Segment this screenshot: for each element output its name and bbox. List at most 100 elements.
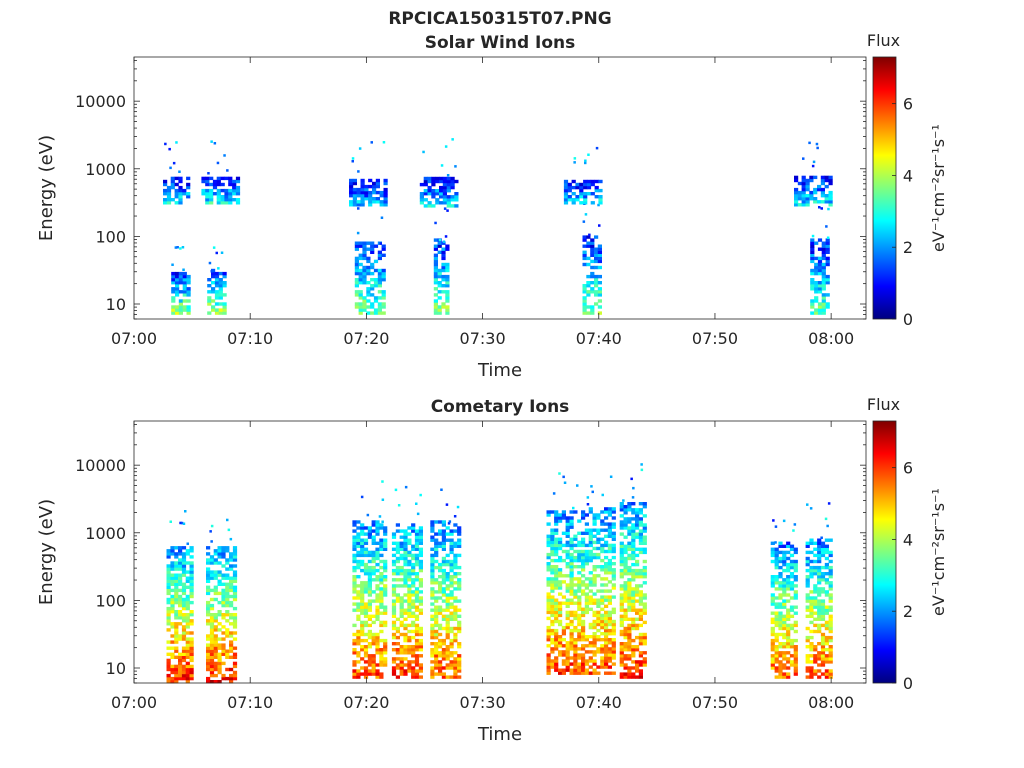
spectrogram-cell bbox=[793, 669, 798, 673]
spectrogram-cell bbox=[581, 635, 586, 639]
spectrogram-cell bbox=[375, 617, 380, 621]
spectrogram-cell bbox=[821, 299, 826, 303]
spectrogram-cell bbox=[358, 302, 363, 306]
spectrogram-cell bbox=[174, 637, 179, 641]
spectrogram-cell bbox=[820, 565, 826, 570]
spectrogram-cell bbox=[189, 673, 194, 678]
spectrogram-cell bbox=[217, 582, 222, 586]
spectrogram-cell bbox=[418, 526, 423, 530]
spectrogram-cell bbox=[782, 581, 787, 585]
spectrogram-cell bbox=[588, 507, 593, 511]
spectrogram-cell bbox=[221, 637, 226, 641]
spectrogram-cell bbox=[638, 632, 643, 637]
spectrogram-cell bbox=[774, 648, 779, 652]
spectrogram-cell bbox=[181, 670, 187, 675]
spectrogram-cell bbox=[175, 308, 180, 312]
spectrogram-cell bbox=[434, 672, 439, 676]
spectrogram-cell bbox=[598, 224, 601, 227]
spectrogram-cell bbox=[375, 638, 380, 643]
spectrogram-cell bbox=[225, 573, 230, 577]
spectrogram-cell bbox=[441, 262, 446, 267]
spectrogram-cell bbox=[453, 523, 458, 527]
spectrogram-cell bbox=[820, 611, 826, 615]
spectrogram-cell bbox=[363, 669, 369, 673]
spectrogram-cell bbox=[774, 547, 779, 551]
spectrogram-cell bbox=[453, 617, 458, 621]
spectrogram-cell bbox=[370, 302, 375, 306]
spectrogram-cell bbox=[217, 664, 222, 669]
spectrogram-cell bbox=[801, 187, 806, 192]
spectrogram-cell bbox=[449, 562, 454, 567]
spectrogram-cell bbox=[395, 568, 400, 573]
spectrogram-cell bbox=[828, 623, 833, 628]
spectrogram-cell bbox=[391, 623, 397, 628]
spectrogram-cell bbox=[611, 525, 616, 529]
spectrogram-cell bbox=[362, 308, 367, 312]
spectrogram-cell bbox=[438, 672, 443, 676]
spectrogram-cell bbox=[449, 654, 454, 658]
spectrogram-cell bbox=[356, 654, 361, 658]
spectrogram-cell bbox=[186, 182, 191, 187]
spectrogram-cell bbox=[360, 590, 365, 594]
spectrogram-cell bbox=[370, 287, 375, 291]
spectrogram-cell bbox=[181, 546, 187, 550]
spectrogram-cell bbox=[182, 522, 186, 525]
spectrogram-cell bbox=[450, 185, 455, 190]
spectrogram-cell bbox=[581, 644, 586, 648]
spectrogram-cell bbox=[437, 296, 442, 300]
spectrogram-cell bbox=[178, 594, 183, 599]
spectrogram-cell bbox=[820, 642, 826, 646]
spectrogram-cell bbox=[611, 537, 616, 541]
spectrogram-cell bbox=[600, 659, 605, 663]
spectrogram-cell bbox=[189, 622, 194, 626]
spectrogram-cell bbox=[627, 544, 632, 548]
spectrogram-cell bbox=[362, 305, 367, 309]
spectrogram-cell bbox=[435, 201, 440, 205]
spectrogram-cell bbox=[596, 540, 601, 545]
spectrogram-cell bbox=[229, 567, 234, 571]
spectrogram-cell bbox=[813, 572, 818, 576]
spectrogram-cell bbox=[810, 244, 815, 248]
spectrogram-cell bbox=[377, 296, 382, 300]
spectrogram-cell bbox=[166, 552, 171, 556]
spectrogram-cell bbox=[638, 584, 643, 588]
spectrogram-cell bbox=[418, 538, 423, 542]
spectrogram-cell bbox=[581, 592, 586, 596]
spectrogram-cell bbox=[805, 584, 810, 588]
spectrogram-cell bbox=[352, 520, 357, 524]
spectrogram-cell bbox=[817, 281, 823, 285]
spectrogram-cell bbox=[232, 570, 238, 574]
spectrogram-cell bbox=[573, 549, 578, 554]
spectrogram-cell bbox=[221, 613, 226, 617]
spectrogram-cell bbox=[813, 654, 818, 658]
spectrogram-cell bbox=[797, 203, 802, 207]
spectrogram-cell bbox=[582, 305, 587, 309]
spectrogram-cell bbox=[774, 562, 779, 567]
spectrogram-cell bbox=[817, 565, 822, 570]
spectrogram-cell bbox=[371, 672, 376, 676]
spectrogram-cell bbox=[588, 607, 593, 611]
spectrogram-cell bbox=[642, 605, 647, 609]
spectrogram-cell bbox=[642, 596, 647, 600]
spectrogram-cell bbox=[370, 278, 375, 282]
spectrogram-cell bbox=[178, 188, 183, 193]
spectrogram-cell bbox=[209, 558, 215, 562]
spectrogram-cell bbox=[407, 590, 412, 594]
spectrogram-cell bbox=[445, 584, 450, 588]
spectrogram-cell bbox=[352, 538, 357, 542]
spectrogram-cell bbox=[561, 659, 566, 663]
spectrogram-cell bbox=[457, 663, 462, 667]
spectrogram-cell bbox=[627, 508, 632, 512]
spectrogram-cell bbox=[221, 643, 226, 647]
spectrogram-cell bbox=[379, 638, 384, 643]
spectrogram-cell bbox=[604, 662, 609, 666]
spectrogram-cell bbox=[427, 204, 432, 208]
spectrogram-cell bbox=[638, 654, 643, 658]
spectrogram-cell bbox=[642, 642, 647, 646]
spectrogram-cell bbox=[225, 634, 230, 638]
spectrogram-cell bbox=[418, 675, 423, 679]
spectrogram-cell bbox=[604, 650, 609, 654]
spectrogram-cell bbox=[623, 657, 628, 661]
spectrogram-cell bbox=[370, 247, 375, 251]
spectrogram-cell bbox=[407, 608, 412, 612]
